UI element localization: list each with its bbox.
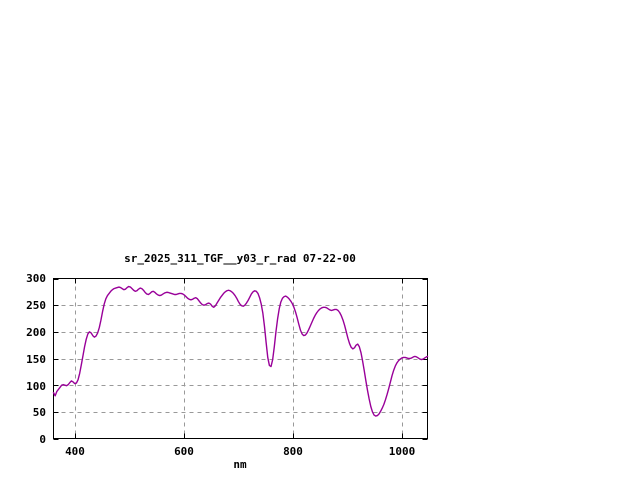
xtick-label-800: 800 <box>283 445 303 458</box>
xtick-label-1000: 1000 <box>388 445 416 458</box>
gridlines <box>53 278 428 439</box>
ytick-label-0: 0 <box>39 433 46 446</box>
radiance-series-line <box>52 285 429 417</box>
x-axis-label: nm <box>233 458 247 471</box>
ytick-label-100: 100 <box>26 380 46 393</box>
xtick-label-600: 600 <box>174 445 194 458</box>
ytick-label-250: 250 <box>26 299 46 312</box>
ytick-label-150: 150 <box>26 353 46 366</box>
xtick-label-400: 400 <box>65 445 85 458</box>
ytick-label-50: 50 <box>32 406 46 419</box>
plot-frame <box>53 278 428 439</box>
chart-title: sr_2025_311_TGF__y03_r_rad 07-22-00 <box>124 252 356 265</box>
axis-ticks <box>53 278 428 440</box>
ytick-label-300: 300 <box>26 272 46 285</box>
ytick-label-200: 200 <box>26 326 46 339</box>
